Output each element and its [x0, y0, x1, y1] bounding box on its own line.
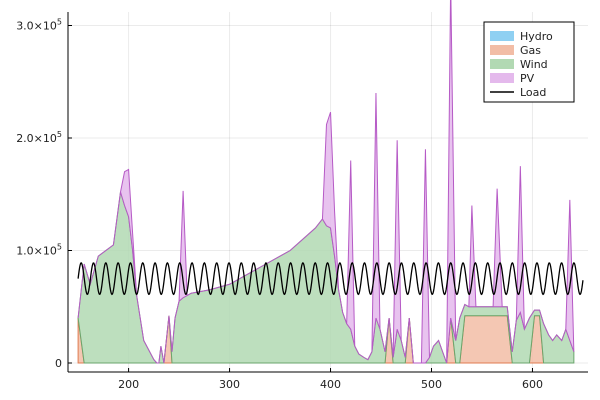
- x-ticks: 200 300 400 500 600: [118, 368, 543, 391]
- y-tick-label: 0: [55, 357, 62, 370]
- x-tick-label: 200: [118, 378, 139, 391]
- legend-label-wind: Wind: [520, 58, 548, 71]
- x-tick-label: 600: [522, 378, 543, 391]
- plot-area: 200 300 400 500 600 0 1.0×105 2.0×105 3.0×105: [16, 0, 588, 391]
- legend-swatch-gas: [490, 45, 514, 55]
- axes: [67, 12, 588, 373]
- legend-swatch-pv: [490, 73, 514, 83]
- legend-swatch-hydro: [490, 31, 514, 41]
- x-tick-label: 400: [320, 378, 341, 391]
- area-pv: [77, 0, 575, 364]
- x-tick-label: 500: [421, 378, 442, 391]
- x-tick-label: 300: [219, 378, 240, 391]
- legend-label-hydro: Hydro: [520, 30, 553, 43]
- y-ticks: 0 1.0×105 2.0×105 3.0×105: [16, 18, 72, 370]
- series-areas: [77, 0, 575, 364]
- legend-label-pv: PV: [520, 72, 535, 85]
- y-tick-label: 3.0×105: [16, 18, 62, 33]
- y-tick-label: 1.0×105: [16, 243, 62, 258]
- legend-label-load: Load: [520, 86, 546, 99]
- load-line-group: [77, 261, 584, 296]
- load-line: [77, 261, 584, 296]
- y-tick-label: 2.0×105: [16, 130, 62, 145]
- legend-swatch-wind: [490, 59, 514, 69]
- legend-label-gas: Gas: [520, 44, 541, 57]
